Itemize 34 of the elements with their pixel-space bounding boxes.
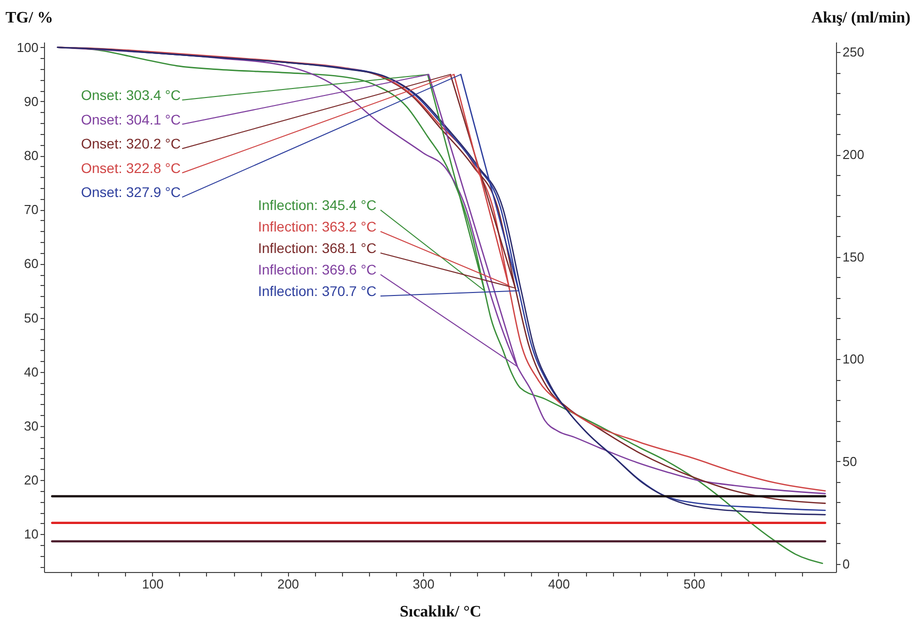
y2-tick-label: 50 bbox=[842, 454, 857, 469]
y-tick-label: 100 bbox=[16, 40, 38, 55]
x-tick-label: 500 bbox=[683, 576, 706, 592]
y2-tick-label: 150 bbox=[842, 249, 864, 264]
annotation: Inflection: 370.7 °C bbox=[258, 283, 376, 299]
annotation: Onset: 322.8 °C bbox=[81, 160, 181, 176]
annotation: Onset: 304.1 °C bbox=[81, 111, 181, 128]
y2-tick-label: 250 bbox=[842, 44, 864, 60]
y2-tick-label: 100 bbox=[842, 352, 864, 367]
y-tick-label: 10 bbox=[24, 526, 38, 542]
y-tick-label: 20 bbox=[24, 472, 38, 488]
annotation: Inflection: 369.6 °C bbox=[258, 262, 376, 278]
annotation: Inflection: 368.1 °C bbox=[258, 240, 376, 256]
annotation: Onset: 320.2 °C bbox=[81, 136, 181, 152]
x-tick-label: 400 bbox=[548, 576, 570, 592]
y2-axis-title: Akış/ (ml/min) bbox=[811, 10, 910, 26]
y-tick-label: 50 bbox=[24, 310, 38, 326]
annotation: Onset: 303.4 °C bbox=[81, 87, 181, 103]
x-axis-title: Sıcaklık/ °C bbox=[400, 604, 482, 620]
y-tick-label: 30 bbox=[24, 418, 38, 434]
y2-tick-label: 200 bbox=[842, 147, 864, 162]
y-tick-label: 90 bbox=[24, 94, 38, 109]
x-tick-label: 300 bbox=[412, 576, 434, 592]
y-tick-label: 80 bbox=[24, 148, 38, 164]
x-tick-label: 100 bbox=[142, 576, 164, 592]
y2-tick-label: 0 bbox=[842, 556, 850, 572]
x-tick-label: 200 bbox=[277, 576, 300, 592]
y-tick-label: 70 bbox=[24, 202, 38, 218]
annotation: Inflection: 345.4 °C bbox=[258, 197, 376, 213]
annotation: Onset: 327.9 °C bbox=[81, 184, 181, 200]
y-axis-title: TG/ % bbox=[6, 10, 54, 26]
y-tick-label: 60 bbox=[24, 256, 38, 272]
annotation: Inflection: 363.2 °C bbox=[258, 218, 376, 234]
y-tick-label: 40 bbox=[24, 364, 38, 380]
